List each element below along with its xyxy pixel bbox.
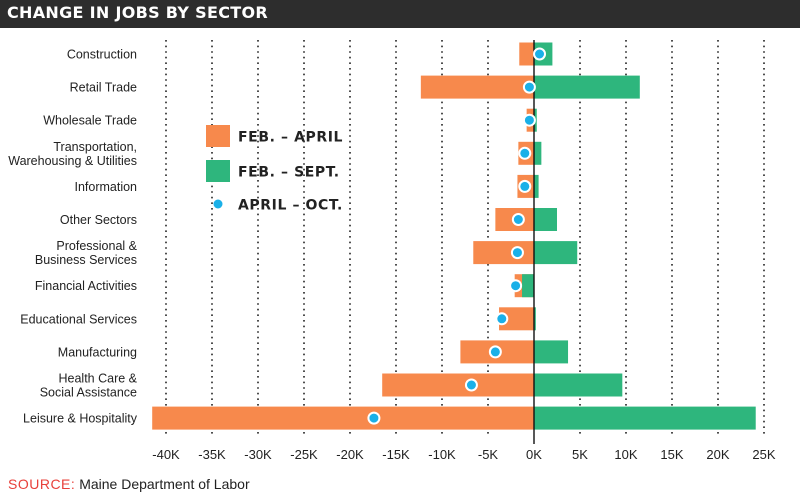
dot-april-oct (367, 411, 381, 425)
legend-swatch-feb-sept (206, 160, 230, 182)
x-tick-label: -20K (336, 447, 364, 462)
category-label: Leisure & Hospitality (23, 412, 138, 426)
bar-feb-sept (534, 241, 578, 265)
dot-april-oct (522, 113, 536, 127)
legend-label: FEB. – SEPT. (238, 165, 340, 181)
dot-april-oct (533, 47, 547, 61)
category-label: Construction (67, 48, 137, 62)
bar-feb-sept (534, 208, 557, 231)
category-label: Health Care & Social Assistance (40, 372, 138, 400)
chart-svg: Construction Retail Trade Wholesale Trade T… (8, 40, 776, 462)
dot-april-oct (464, 378, 478, 392)
dot-april-oct (510, 246, 524, 260)
x-tick-label: -15K (382, 447, 410, 462)
legend-swatch-feb-april (206, 125, 230, 147)
x-tick-label: 15K (660, 447, 683, 462)
chart-title: CHANGE IN JOBS BY SECTOR (7, 3, 269, 22)
category-label: Transportation, Warehousing & Utilities (8, 140, 137, 168)
x-tick-label: -25K (290, 447, 318, 462)
bar-feb-sept (534, 141, 542, 165)
source-text: Maine Department of Labor (79, 476, 250, 492)
dot-april-oct (509, 279, 523, 293)
dot-april-oct (488, 345, 502, 359)
source-line: SOURCE: Maine Department of Labor (8, 476, 250, 492)
dot-april-oct (518, 146, 532, 160)
bar-feb-sept (534, 340, 569, 364)
category-label: Other Sectors (60, 213, 137, 227)
category-label: Manufacturing (58, 345, 137, 359)
category-label: Information (74, 180, 137, 194)
bar-feb-april (519, 42, 534, 66)
bar-feb-sept (534, 75, 640, 99)
category-label: Professional & Business Services (35, 239, 138, 267)
source-label: SOURCE: (8, 476, 76, 492)
bar-feb-april (499, 307, 534, 331)
bar-feb-april (382, 373, 534, 397)
bar-feb-sept (534, 406, 756, 430)
x-tick-label: 0K (526, 447, 542, 462)
dot-april-oct (511, 213, 525, 226)
dot-april-oct (522, 80, 536, 94)
bar-feb-sept (534, 307, 536, 331)
x-tick-label: -35K (198, 447, 226, 462)
category-label: Educational Services (20, 312, 137, 326)
x-tick-label: 20K (706, 447, 729, 462)
legend-dot-april-oct (213, 199, 223, 209)
title-bar: CHANGE IN JOBS BY SECTOR (0, 0, 800, 28)
bar-feb-april (420, 75, 534, 99)
dot-april-oct (495, 312, 509, 326)
category-label: Financial Activities (35, 279, 137, 293)
dot-april-oct (518, 179, 532, 193)
bar-feb-sept (534, 174, 539, 198)
x-tick-label: -10K (428, 447, 456, 462)
x-tick-label: 5K (572, 447, 588, 462)
x-tick-label: -30K (244, 447, 272, 462)
x-tick-label: 25K (752, 447, 775, 462)
bar-feb-sept (522, 274, 534, 298)
legend-label: FEB. – APRIL (238, 130, 343, 146)
x-tick-label: 10K (614, 447, 637, 462)
category-label: Retail Trade (70, 81, 137, 95)
legend-label: APRIL – OCT. (238, 198, 343, 214)
bar-feb-sept (534, 373, 623, 397)
category-label: Wholesale Trade (43, 114, 137, 128)
x-tick-label: -40K (152, 447, 180, 462)
bar-feb-april (152, 406, 534, 430)
x-tick-label: -5K (478, 447, 499, 462)
bar-feb-april (473, 241, 534, 265)
